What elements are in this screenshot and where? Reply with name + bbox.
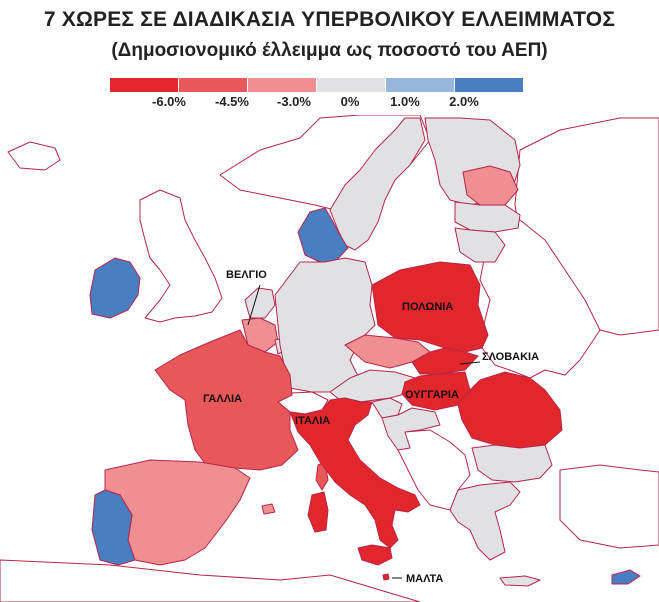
bulgaria-land	[471, 444, 553, 483]
legend-swatch-deep-red	[110, 78, 178, 92]
lithuania-land	[454, 227, 506, 263]
label-belgium: ΒΕΛΓΙΟ	[226, 269, 267, 281]
legend-swatch-neutral	[317, 78, 385, 92]
legend-swatch-light-blue	[386, 78, 454, 92]
label-poland: ΠΟΛΩΝΙΑ	[402, 301, 453, 313]
italy-land	[289, 397, 421, 549]
turkey-land	[559, 464, 659, 549]
france-land	[154, 329, 299, 471]
cyprus-land	[611, 569, 641, 585]
label-malta: ΜΑΛΤΑ	[406, 573, 443, 585]
color-legend: -6.0% -4.5% -3.0% 0% 1.0% 2.0%	[110, 78, 523, 118]
slovakia-leader-line	[459, 361, 481, 365]
legend-tick-plus2: 2.0%	[449, 94, 479, 109]
estonia-land	[462, 165, 519, 206]
iceland-land	[7, 141, 61, 171]
legend-tick-minus6: -6.0%	[152, 94, 186, 109]
legend-swatch-pink	[248, 78, 316, 92]
ireland-land	[89, 257, 141, 319]
legend-tick-minus3: -3.0%	[277, 94, 311, 109]
label-france: ΓΑΛΛΙΑ	[203, 393, 242, 405]
germany-land	[274, 257, 376, 393]
belgium-leader-line	[247, 284, 261, 326]
legend-tick-plus1: 1.0%	[390, 94, 420, 109]
chart-subtitle: (Δημοσιονομικό έλλειμμα ως ποσοστό του Α…	[111, 40, 548, 61]
legend-swatch-blue	[455, 78, 523, 92]
label-italy: ΙΤΑΛΙΑ	[295, 415, 330, 427]
europe-map: ΒΕΛΓΙΟ ΠΟΛΩΝΙΑ ΣΛΟΒΑΚΙΑ ΟΥΓΓΑΡΙΑ ΓΑΛΛΙΑ …	[0, 115, 659, 602]
latvia-land	[454, 201, 521, 233]
label-hungary: ΟΥΓΓΑΡΙΑ	[405, 389, 459, 401]
malta-land	[382, 573, 390, 581]
chart-title: 7 ΧΩΡΕΣ ΣΕ ΔΙΑΔΙΚΑΣΙΑ ΥΠΕΡΒΟΛΙΚΟΥ ΕΛΛΕΙΜ…	[43, 8, 616, 31]
slovakia-land	[411, 347, 479, 375]
sardinia-land	[307, 491, 329, 533]
label-slovakia: ΣΛΟΒΑΚΙΑ	[482, 351, 539, 363]
sweden-land	[329, 117, 426, 251]
croatia-land	[381, 407, 441, 451]
greece-land	[449, 481, 521, 561]
balearic-islands	[261, 503, 276, 515]
portugal-land	[91, 489, 136, 566]
belarus-ukraine-land	[479, 219, 601, 379]
legend-tick-zero: 0%	[340, 94, 360, 109]
north-africa-land	[0, 559, 421, 602]
crete-land	[499, 575, 541, 587]
legend-swatch-red	[179, 78, 247, 92]
great-britain-land	[139, 189, 223, 323]
sicily-land	[357, 544, 393, 566]
romania-land	[457, 371, 563, 449]
legend-tick-minus4-5: -4.5%	[215, 94, 249, 109]
denmark-land	[297, 207, 349, 263]
slovenia-land	[371, 397, 403, 419]
netherlands-land	[244, 287, 276, 319]
